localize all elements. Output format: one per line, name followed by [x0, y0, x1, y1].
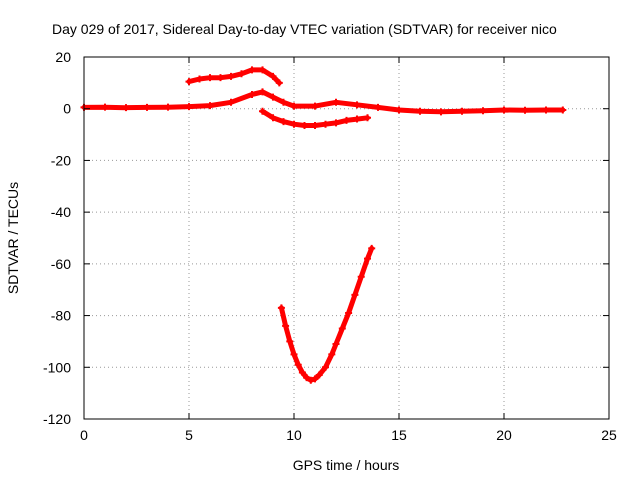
data-point — [269, 93, 277, 101]
data-point — [368, 244, 376, 252]
data-point — [322, 363, 329, 371]
data-point — [332, 98, 340, 106]
data-point — [280, 118, 287, 126]
data-point — [206, 102, 214, 110]
data-point — [500, 106, 508, 114]
data-point — [311, 122, 319, 130]
data-point — [395, 106, 403, 114]
data-point — [277, 304, 285, 312]
data-point — [357, 273, 365, 281]
data-point — [353, 115, 361, 123]
data-point — [269, 114, 277, 122]
data-point — [259, 107, 266, 115]
data-point — [143, 103, 151, 111]
data-point — [311, 102, 319, 110]
data-point — [290, 102, 298, 110]
y-axis-label: SDTVAR / TECUs — [5, 182, 21, 294]
data-point — [298, 368, 306, 376]
series-v-curve — [277, 244, 376, 384]
series-line — [186, 67, 282, 86]
data-point — [322, 120, 329, 128]
data-point — [259, 88, 266, 96]
series-upper-arc — [185, 66, 283, 87]
data-point — [122, 104, 130, 112]
data-point — [332, 340, 340, 348]
data-point — [286, 337, 294, 345]
data-point — [437, 108, 445, 116]
series-line — [278, 245, 375, 383]
data-point — [458, 107, 466, 115]
data-point — [259, 66, 266, 74]
y-tick-label: -20 — [51, 152, 71, 168]
plot-frame — [83, 56, 610, 420]
axis-ticks: 0 5 10 15 20 25 20 0 -20 -40 -60 -80 -100 -120 — [43, 49, 617, 443]
data-point — [164, 103, 172, 111]
data-point — [185, 78, 193, 86]
data-point — [521, 106, 529, 114]
y-tick-label: -60 — [51, 256, 71, 272]
grid — [84, 57, 609, 419]
x-tick-label: 20 — [496, 427, 512, 443]
x-tick-label: 15 — [391, 427, 407, 443]
data-point — [559, 106, 567, 114]
x-axis-label: GPS time / hours — [293, 457, 400, 473]
data-point — [206, 74, 214, 82]
data-point — [294, 361, 302, 369]
data-point — [282, 322, 290, 330]
data-point — [311, 375, 319, 383]
y-tick-label: -40 — [51, 204, 71, 220]
data-point — [303, 374, 311, 382]
y-tick-label: 20 — [55, 49, 71, 65]
y-tick-label: -80 — [51, 308, 71, 324]
data-point — [238, 70, 245, 78]
data-point — [345, 309, 353, 317]
data-point — [227, 98, 235, 106]
y-tick-label: -120 — [43, 411, 71, 427]
y-tick-label: -100 — [43, 359, 71, 375]
data-point — [290, 350, 298, 358]
data-point — [248, 90, 256, 98]
data-point — [248, 66, 256, 74]
chart-title: Day 029 of 2017, Sidereal Day-to-day VTE… — [52, 21, 557, 37]
data-point — [315, 371, 323, 379]
data-point — [290, 120, 298, 128]
data-point — [416, 107, 424, 115]
data-point — [185, 103, 193, 111]
data-point — [217, 74, 224, 82]
data-point — [338, 325, 346, 332]
data-marks — [80, 66, 567, 384]
x-tick-label: 5 — [185, 427, 193, 443]
series-lower-arc — [259, 107, 371, 130]
series-baseline — [80, 88, 567, 116]
data-point — [332, 119, 340, 127]
data-point — [364, 255, 371, 263]
x-tick-label: 0 — [80, 427, 88, 443]
data-point — [374, 103, 382, 111]
y-tick-label: 0 — [63, 101, 71, 117]
data-point — [275, 79, 283, 87]
data-point — [101, 103, 109, 111]
data-point — [542, 106, 550, 114]
data-point — [353, 101, 361, 109]
data-point — [364, 114, 371, 122]
data-point — [343, 116, 350, 124]
data-point — [269, 72, 277, 80]
data-point — [301, 122, 308, 130]
x-tick-label: 10 — [286, 427, 302, 443]
data-point — [351, 291, 359, 299]
series-line — [81, 89, 566, 115]
x-tick-label: 25 — [601, 427, 617, 443]
data-point — [280, 98, 287, 106]
data-point — [307, 376, 315, 384]
data-point — [196, 75, 203, 83]
data-point — [227, 72, 235, 80]
data-point — [328, 350, 336, 358]
data-point — [479, 107, 487, 115]
